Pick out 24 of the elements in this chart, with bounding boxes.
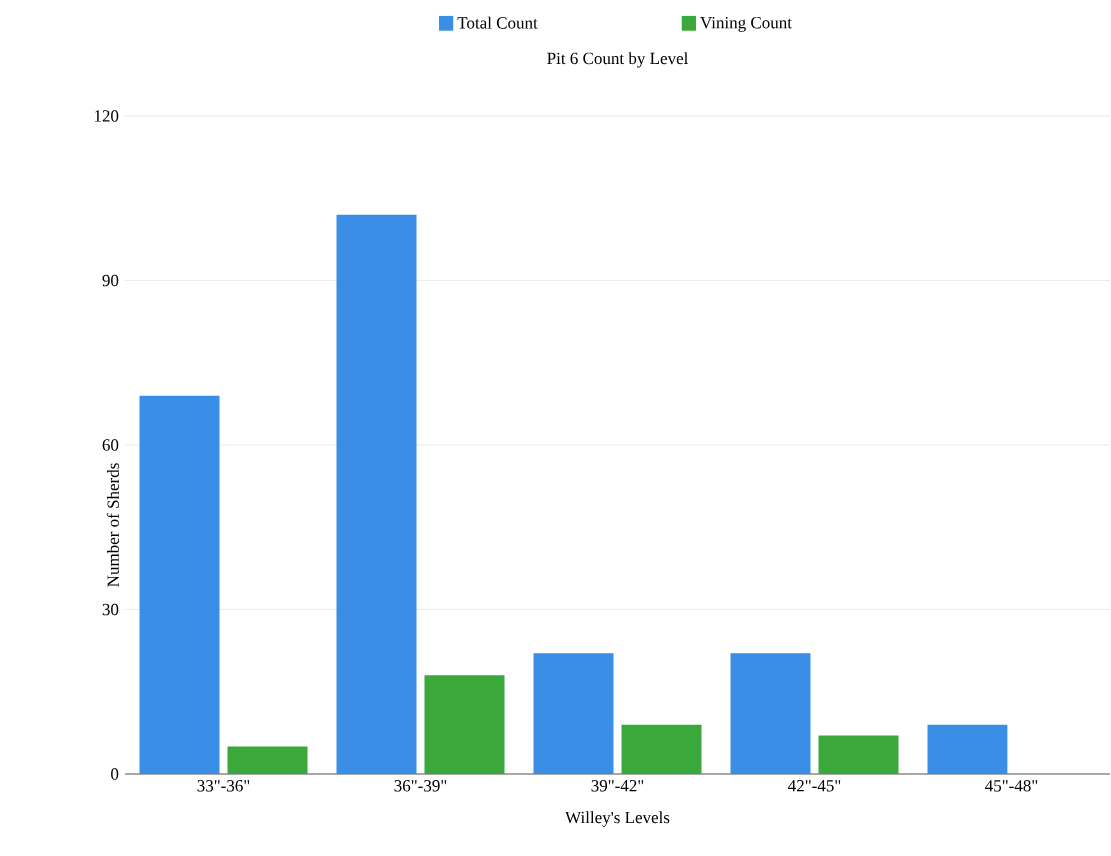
y-axis-title: Number of Sherds — [106, 463, 119, 587]
bar — [336, 214, 417, 774]
x-tick-label: 39"-42" — [591, 780, 644, 792]
bar — [621, 724, 702, 774]
y-tick-label: 0 — [111, 768, 119, 780]
chart-title: Pit 6 Count by Level — [547, 52, 689, 68]
legend-label: Vining Count — [700, 16, 792, 32]
y-tick-label: 30 — [102, 603, 119, 616]
bar — [730, 653, 811, 774]
bar — [227, 746, 308, 774]
x-axis-title: Willey's Levels — [565, 811, 670, 827]
y-tick-label: 120 — [94, 110, 119, 122]
x-tick-label: 36"-39" — [394, 780, 447, 792]
bar — [818, 735, 899, 774]
x-tick-label: 42"-45" — [788, 780, 841, 792]
y-tick-label: 90 — [102, 274, 119, 287]
y-tick-label: 60 — [102, 439, 119, 451]
bar — [424, 675, 505, 774]
x-tick-label: 33"-36" — [197, 780, 250, 792]
bar — [533, 653, 614, 774]
bar — [927, 724, 1008, 774]
x-tick-label: 45"-48" — [985, 780, 1038, 792]
bar — [139, 395, 220, 774]
legend-label: Total Count — [457, 16, 538, 29]
